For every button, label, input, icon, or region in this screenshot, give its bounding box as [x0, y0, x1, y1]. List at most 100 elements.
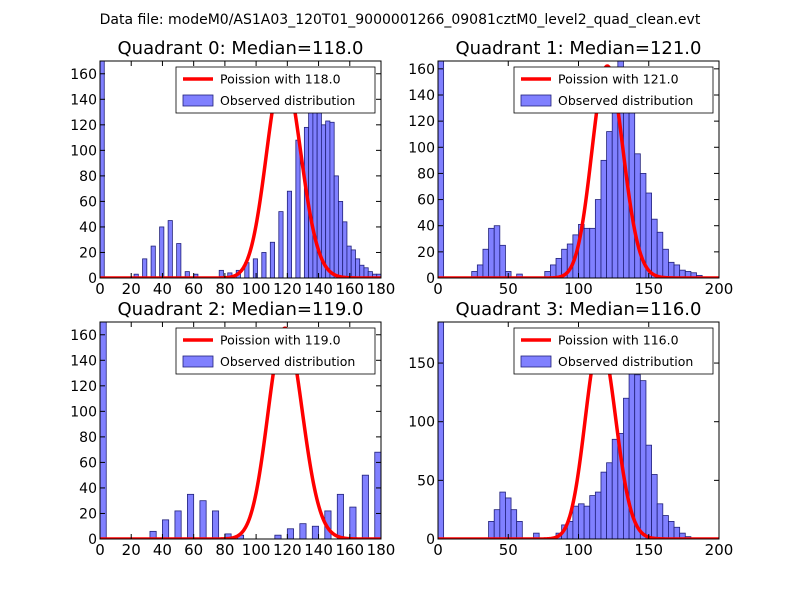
legend: Poission with 116.0 Observed distribution — [513, 327, 714, 375]
histogram-bar — [299, 523, 307, 539]
histogram-bar — [350, 249, 356, 278]
legend-label-poisson: Poission with 121.0 — [558, 72, 679, 87]
x-tick-label: 20 — [122, 280, 141, 298]
y-tick-label: 120 — [70, 118, 97, 134]
y-tick-label: 0 — [426, 532, 435, 548]
histogram-bar — [211, 510, 220, 539]
y-tick-label: 160 — [70, 67, 97, 83]
histogram-bar — [359, 264, 365, 278]
histogram-bar — [611, 438, 619, 539]
histogram-bar — [349, 506, 357, 539]
histogram-bar — [628, 97, 636, 278]
histogram-bar — [493, 509, 501, 539]
legend-label-observed: Observed distribution — [558, 93, 693, 108]
histogram-bar — [100, 61, 105, 278]
x-tick-label: 100 — [242, 280, 271, 298]
histogram-bar — [450, 462, 456, 539]
histogram-bar — [187, 493, 195, 539]
x-tick-label: 150 — [634, 280, 663, 298]
histogram-bar — [278, 211, 284, 278]
y-tick-label: 160 — [70, 328, 97, 344]
x-tick-label: 40 — [153, 280, 172, 298]
histogram-bar — [431, 386, 437, 539]
legend-bar-swatch — [520, 355, 552, 368]
histogram-bar — [668, 261, 675, 278]
legend-label-observed: Observed distribution — [220, 93, 355, 108]
legend: Poission with 118.0 Observed distribution — [175, 66, 376, 114]
histogram-bar — [346, 245, 352, 278]
histogram-bar — [361, 474, 369, 539]
legend: Poission with 119.0 Observed distribution — [175, 327, 376, 375]
histogram-bar — [662, 515, 669, 539]
y-tick-label: 100 — [70, 404, 97, 420]
histogram-bar — [589, 495, 596, 539]
chart-title: Quadrant 2: Median=119.0 — [118, 299, 364, 320]
histogram-bar — [261, 252, 267, 278]
histogram-bar — [578, 503, 585, 539]
y-tick-label: 140 — [408, 88, 435, 104]
histogram-bar — [516, 521, 523, 539]
y-tick-label: 60 — [417, 193, 435, 209]
legend: Poission with 121.0 Observed distribution — [513, 66, 714, 114]
x-tick-label: 100 — [564, 541, 593, 559]
histogram-bar — [325, 120, 331, 278]
x-tick-label: 80 — [215, 280, 234, 298]
histogram-bar — [308, 86, 314, 278]
histogram-bar — [174, 510, 182, 539]
legend-label-poisson: Poission with 118.0 — [220, 72, 341, 87]
histogram-bar — [133, 273, 139, 278]
x-tick-label: 180 — [367, 541, 396, 559]
y-tick-label: 0 — [88, 271, 97, 287]
histogram-bar — [159, 226, 165, 278]
histogram-bar — [438, 61, 445, 278]
histogram-bar — [645, 444, 652, 539]
histogram-bar — [176, 243, 182, 278]
histogram-bar — [167, 220, 173, 278]
histogram-bar — [499, 244, 506, 278]
histogram-bar — [468, 513, 474, 539]
histogram-bar — [376, 273, 381, 278]
y-tick-label: 150 — [408, 356, 435, 372]
histogram-bar — [594, 491, 602, 539]
y-tick-label: 40 — [79, 481, 97, 497]
histogram-bar — [583, 505, 591, 539]
histogram-bar — [406, 354, 412, 539]
x-tick-label: 60 — [184, 280, 203, 298]
chart-title: Quadrant 1: Median=121.0 — [456, 38, 702, 59]
histogram-bar — [387, 399, 393, 539]
histogram-bar — [639, 380, 647, 539]
histogram-bar — [673, 264, 681, 278]
legend-label-poisson: Poission with 119.0 — [220, 333, 341, 348]
histogram-bar — [286, 190, 292, 278]
y-tick-label: 120 — [408, 114, 435, 130]
histogram-bar — [606, 131, 613, 278]
histogram-bar — [656, 503, 664, 539]
histogram-bar — [425, 382, 431, 539]
histogram-bar — [475, 520, 481, 539]
x-tick-label: 200 — [705, 280, 734, 298]
chart-quadrant-1: Quadrant 1: Median=121.0 0 50 100 150 200 0 20 4… — [408, 38, 733, 298]
histogram-bar — [150, 245, 156, 278]
histogram-bar — [476, 264, 484, 278]
figure-suptitle: Data file: modeM0/AS1A03_120T01_90000012… — [100, 12, 701, 28]
y-tick-label: 0 — [88, 532, 97, 548]
y-tick-label: 80 — [79, 430, 97, 446]
histogram-bar — [600, 159, 607, 278]
histogram-bar — [418, 379, 424, 539]
x-tick-label: 20 — [122, 541, 141, 559]
histogram-bar — [162, 519, 170, 539]
x-tick-label: 80 — [215, 541, 234, 559]
y-tick-label: 100 — [408, 415, 435, 431]
x-tick-label: 200 — [705, 541, 734, 559]
legend-label-observed: Observed distribution — [220, 354, 355, 369]
histogram-bar — [269, 241, 275, 278]
chart-title: Quadrant 3: Median=116.0 — [456, 299, 702, 320]
plot-frame — [99, 321, 382, 540]
y-tick-label: 80 — [79, 169, 97, 185]
y-tick-label: 120 — [70, 379, 97, 395]
y-tick-label: 80 — [417, 166, 435, 182]
x-tick-label: 160 — [335, 541, 364, 559]
x-tick-label: 0 — [95, 280, 105, 298]
histogram-bar — [333, 175, 339, 278]
legend-label-poisson: Poission with 116.0 — [558, 333, 679, 348]
